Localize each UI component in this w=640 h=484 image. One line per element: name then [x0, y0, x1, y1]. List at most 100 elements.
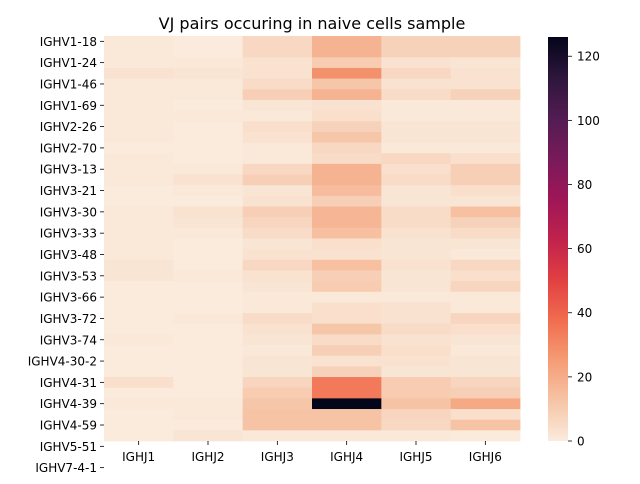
x-axis: IGHJ1 IGHJ2 IGHJ3 IGHJ4 IGHJ5 IGHJ6 [122, 441, 502, 464]
heatmap-cell [173, 46, 244, 58]
heatmap-cell [242, 345, 313, 357]
heatmap-cell [173, 185, 244, 197]
heatmap-cell [450, 121, 521, 133]
heatmap-cell [381, 142, 452, 154]
colorbar-tick-label: 80 [577, 178, 592, 192]
colorbar-tick-label: 120 [577, 50, 600, 64]
heatmap-cell [312, 227, 382, 239]
heatmap-cell [104, 291, 174, 303]
heatmap-cell [242, 398, 313, 410]
heatmap-cell [450, 195, 521, 207]
heatmap-cell [450, 227, 521, 239]
heatmap-cell [381, 323, 452, 335]
heatmap-cell [381, 67, 452, 80]
heatmap-cell [381, 270, 452, 282]
heatmap-cell [381, 355, 452, 367]
heatmap-cell [173, 419, 244, 431]
heatmap-cell [381, 249, 452, 261]
heatmap-cell [242, 217, 313, 229]
heatmap-cell [312, 174, 382, 186]
heatmap-cell [104, 270, 174, 282]
heatmap-cell [104, 195, 174, 207]
heatmap-cell [312, 142, 382, 154]
heatmap-cell [312, 249, 382, 261]
y-tick-label: IGHV3-33 [40, 227, 97, 241]
heatmap-cell [381, 57, 452, 69]
x-tick-label: IGHJ1 [122, 450, 155, 464]
y-tick-label: IGHV4-39 [40, 397, 97, 411]
y-tick-label: IGHV3-66 [40, 291, 97, 305]
heatmap-cell [242, 430, 313, 442]
heatmap-cell [381, 46, 452, 58]
heatmap-cell [173, 291, 244, 303]
heatmap-cell [242, 36, 313, 48]
y-tick-label: IGHV2-70 [40, 141, 97, 155]
heatmap-cell [450, 57, 521, 69]
heatmap-cell [312, 131, 382, 143]
heatmap-cell [312, 355, 382, 367]
heatmap-cell [381, 387, 452, 399]
heatmap-cell [450, 153, 521, 165]
heatmap-cell [242, 57, 313, 69]
heatmap-cell [104, 355, 174, 367]
heatmap-cell [381, 131, 452, 143]
heatmap-cell [381, 334, 452, 346]
heatmap-cell [381, 206, 452, 218]
heatmap-cell [450, 99, 521, 112]
heatmap-cell [104, 163, 174, 175]
heatmap-cell [450, 313, 521, 325]
heatmap-cell [173, 67, 244, 80]
heatmap-cell [242, 313, 313, 325]
heatmap-cell [104, 142, 174, 154]
heatmap-cell [381, 345, 452, 357]
heatmap-cell [450, 174, 521, 186]
heatmap-cell [381, 366, 452, 378]
heatmap-cell [173, 398, 244, 410]
heatmap-cell [381, 409, 452, 421]
heatmap-cell [381, 195, 452, 207]
heatmap-cell [381, 419, 452, 431]
heatmap-cell [104, 227, 174, 239]
heatmap-cell [104, 153, 174, 165]
heatmap-cell [381, 217, 452, 229]
heatmap-cell [104, 249, 174, 261]
colorbar-tick-label: 0 [577, 435, 585, 449]
heatmap-cell [104, 36, 174, 48]
heatmap-cell [104, 430, 174, 442]
heatmap-cell [381, 163, 452, 175]
heatmap-cell [242, 174, 313, 186]
heatmap-cells [104, 36, 521, 442]
heatmap-cell [381, 281, 452, 293]
heatmap-cell [312, 366, 382, 378]
heatmap-cell [312, 334, 382, 346]
x-tick-label: IGHJ4 [330, 450, 363, 464]
heatmap-cell [381, 227, 452, 239]
y-tick-label: IGHV3-13 [40, 163, 97, 177]
heatmap-cell [450, 291, 521, 303]
heatmap-cell [173, 36, 244, 48]
heatmap-cell [242, 377, 313, 389]
heatmap-cell [242, 355, 313, 367]
heatmap-cell [381, 174, 452, 186]
heatmap-cell [173, 355, 244, 367]
heatmap-cell [173, 78, 244, 90]
heatmap-cell [242, 78, 313, 90]
y-tick-label: IGHV3-74 [40, 333, 97, 347]
y-tick-label: IGHV5-51 [40, 440, 97, 454]
heatmap-cell [450, 249, 521, 261]
heatmap-cell [312, 377, 382, 389]
heatmap-cell [104, 89, 174, 101]
heatmap-cell [104, 302, 174, 314]
heatmap-cell [173, 270, 244, 282]
heatmap-cell [450, 366, 521, 378]
y-tick-label: IGHV1-24 [40, 56, 97, 70]
heatmap-cell [450, 430, 521, 442]
x-tick-label: IGHJ5 [399, 450, 432, 464]
heatmap-cell [381, 121, 452, 133]
heatmap-cell [312, 99, 382, 112]
y-tick-label: IGHV3-72 [40, 312, 97, 326]
heatmap-cell [381, 430, 452, 442]
heatmap-cell [173, 281, 244, 293]
heatmap-cell [242, 131, 313, 143]
heatmap-cell [450, 142, 521, 154]
